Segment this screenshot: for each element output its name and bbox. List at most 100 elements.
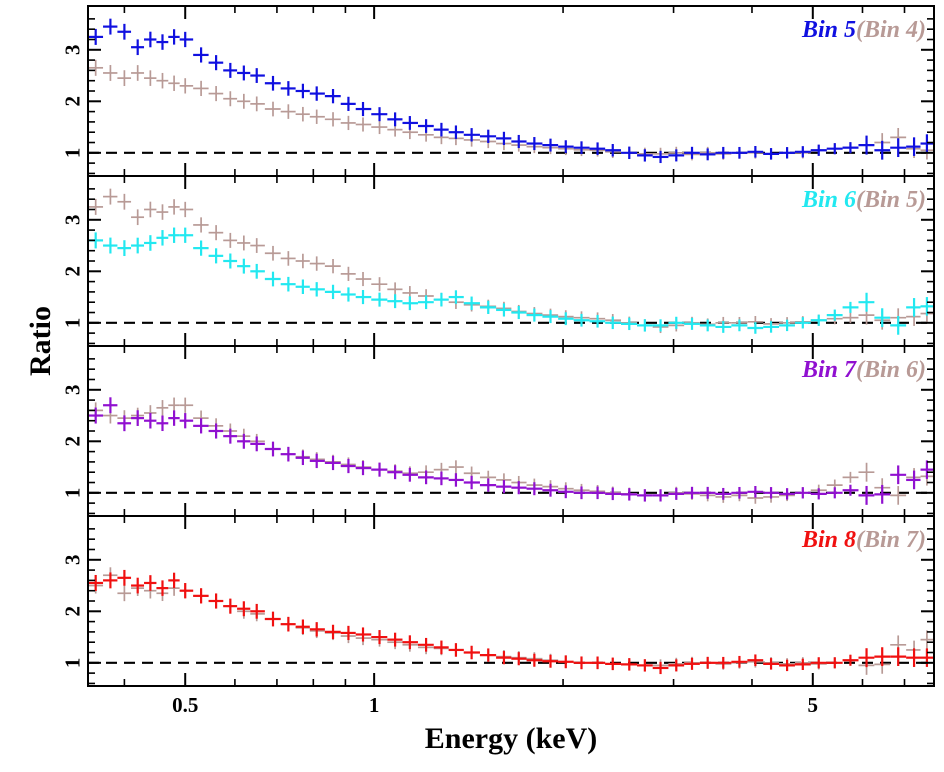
y-tick-label: 3: [60, 45, 84, 56]
data-point: [842, 484, 859, 496]
data-point: [309, 86, 325, 101]
data-point: [479, 129, 497, 143]
data-point: [168, 199, 180, 215]
data-point: [208, 423, 224, 439]
data-point: [890, 486, 907, 505]
data-point: [144, 70, 157, 86]
data-point: [448, 643, 464, 657]
data-point: [794, 146, 811, 158]
data-point: [668, 149, 685, 162]
data-point: [920, 630, 934, 649]
data-point: [542, 654, 559, 668]
data-point: [223, 91, 238, 107]
data-point: [747, 485, 764, 498]
data-point: [168, 572, 180, 589]
data-point: [103, 237, 118, 254]
x-tick-label: 1: [369, 693, 380, 717]
data-point: [589, 486, 606, 500]
data-point: [264, 75, 281, 91]
data-point: [131, 410, 145, 426]
data-point: [589, 656, 606, 670]
data-point: [264, 245, 281, 261]
data-point: [355, 461, 372, 476]
panel-2: 1 2 3 Bin 6(Bin 5): [60, 175, 935, 347]
data-point: [250, 68, 265, 83]
data-point: [511, 305, 527, 320]
data-point: [387, 112, 403, 127]
data-point: [763, 148, 780, 160]
data-point: [156, 230, 169, 246]
data-point: [433, 471, 449, 486]
data-point: [156, 34, 169, 50]
data-point: [699, 656, 716, 669]
data-point: [324, 284, 341, 300]
data-point: [355, 627, 372, 642]
y-tick-label: 1: [60, 658, 84, 669]
data-point: [433, 292, 449, 307]
data-point: [558, 655, 574, 669]
data-point: [168, 397, 180, 413]
data-point: [605, 487, 622, 501]
data-point: [264, 441, 281, 457]
panel-title-compare: (Bin 6): [856, 357, 926, 383]
panel-title-main: Bin 6: [801, 187, 856, 213]
data-point: [526, 482, 543, 496]
data-point: [179, 227, 194, 243]
data-point: [920, 460, 934, 479]
data-point: [117, 240, 132, 257]
data-point: [731, 319, 748, 332]
data-point: [763, 487, 780, 499]
data-point: [621, 658, 638, 671]
data-point: [156, 72, 169, 89]
data-point: [103, 397, 118, 414]
data-point: [906, 648, 921, 667]
panel-title-compare: (Bin 5): [856, 187, 926, 213]
data-point: [237, 258, 251, 274]
panel-1: 1 2 3 Bin 5(Bin 4): [60, 5, 935, 177]
data-point: [355, 290, 372, 305]
data-point: [906, 470, 921, 490]
panel-title: Bin 8(Bin 7): [801, 527, 926, 553]
data-point: [223, 428, 238, 444]
data-point: [250, 436, 265, 452]
main-series-bin-7: [88, 397, 934, 505]
data-point: [496, 303, 512, 317]
data-point: [448, 460, 464, 474]
data-point: [208, 55, 224, 71]
data-point: [250, 238, 265, 253]
data-point: [433, 122, 449, 137]
data-point: [324, 455, 341, 471]
data-point: [179, 397, 194, 413]
data-point: [715, 146, 732, 159]
data-point: [668, 659, 685, 672]
data-point: [652, 150, 669, 164]
data-point: [295, 619, 310, 635]
x-axis-title: Energy (keV): [425, 722, 597, 755]
data-point: [295, 106, 310, 122]
data-point: [117, 569, 132, 586]
data-point: [208, 593, 224, 609]
data-point: [417, 295, 434, 310]
panel-4: 1 2 3 Bin 8(Bin 7): [60, 515, 935, 687]
data-point: [250, 263, 265, 279]
data-point: [511, 652, 527, 666]
data-point: [117, 23, 132, 40]
panel-title-main: Bin 5: [801, 17, 856, 43]
data-point: [193, 47, 209, 63]
data-point: [324, 624, 341, 640]
x-tick-label: 0.5: [172, 693, 198, 717]
data-point: [526, 653, 543, 667]
data-point: [371, 120, 388, 135]
data-point: [193, 588, 209, 604]
data-point: [526, 308, 543, 322]
data-point: [621, 488, 638, 501]
data-point: [355, 101, 372, 117]
data-point: [168, 75, 180, 91]
data-point: [223, 598, 238, 614]
data-point: [605, 316, 622, 330]
data-point: [731, 146, 748, 159]
data-point: [890, 138, 907, 158]
data-point: [826, 309, 843, 321]
data-point: [794, 487, 811, 499]
data-point: [920, 134, 934, 153]
